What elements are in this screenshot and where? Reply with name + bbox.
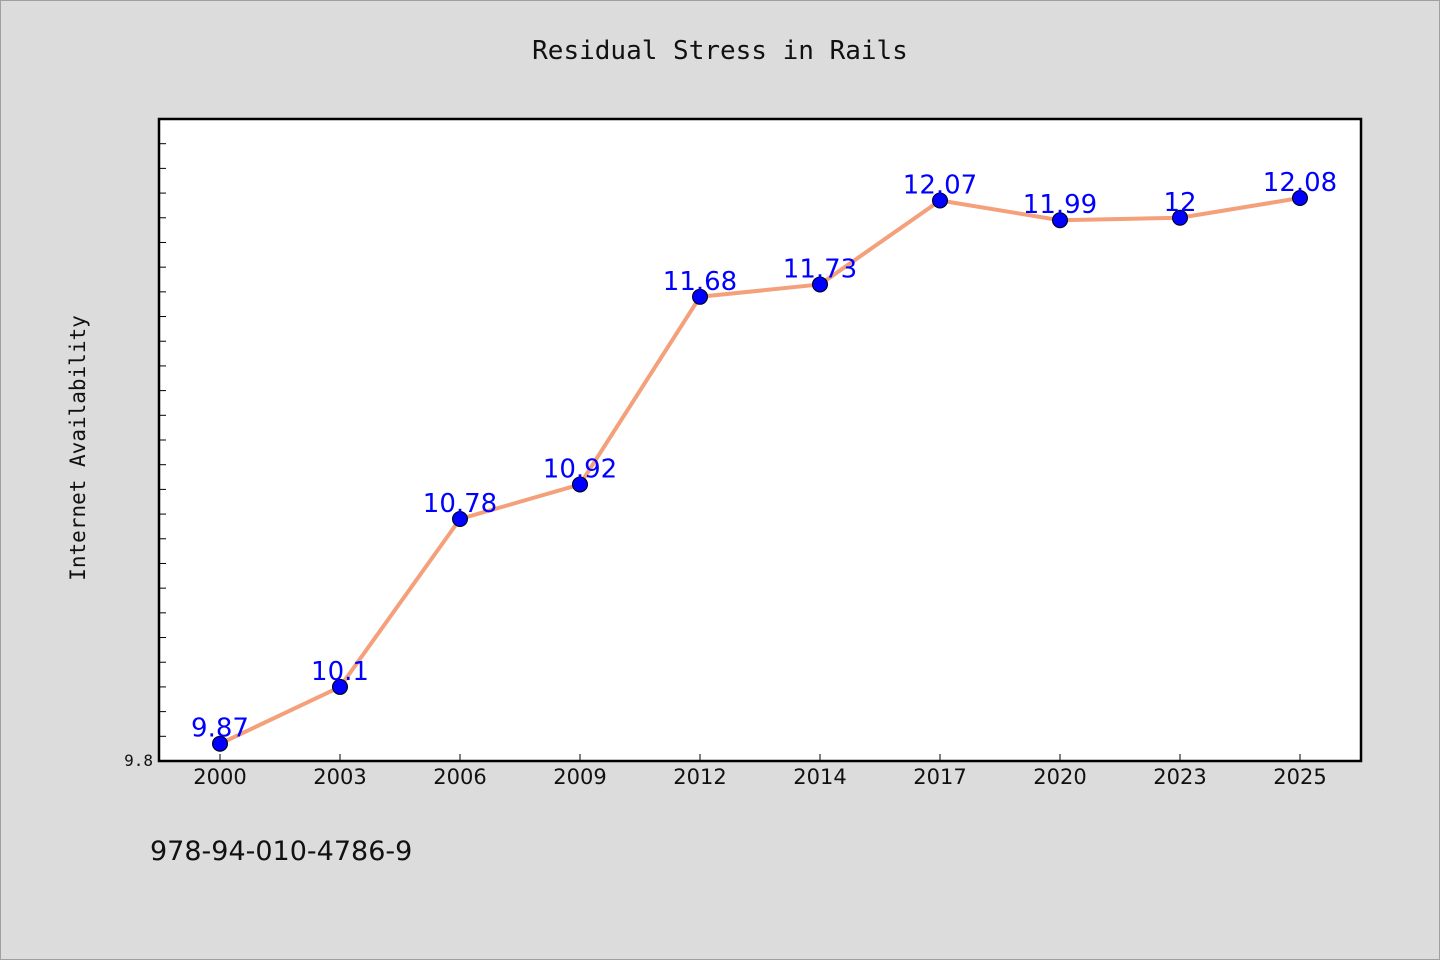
series-line — [218, 196, 1302, 746]
chart-title: Residual Stress in Rails — [532, 36, 908, 66]
data-point — [1172, 209, 1188, 226]
x-tick-label: 2003 — [313, 765, 366, 789]
y-tick-label: 9.8 — [124, 751, 153, 770]
data-label: 12.07 — [903, 170, 977, 200]
data-point — [212, 735, 228, 752]
data-point — [572, 476, 588, 493]
x-tick-label: 2023 — [1153, 765, 1206, 789]
data-label: 12.08 — [1263, 168, 1337, 198]
x-tick-label: 2025 — [1273, 765, 1326, 789]
data-point — [1292, 190, 1308, 207]
data-label: 10.92 — [543, 454, 617, 484]
plot-area — [157, 117, 1363, 763]
x-tick-label: 2017 — [913, 765, 966, 789]
data-point — [332, 678, 348, 695]
data-point — [692, 288, 708, 305]
x-tick-label: 2014 — [793, 765, 846, 789]
data-point — [1052, 212, 1068, 229]
data-label: 12 — [1163, 188, 1196, 218]
data-label: 10.1 — [311, 657, 369, 687]
data-labels: 9.87 10.1 10.78 10.92 11.68 11.73 12.07 11.99 12… — [191, 168, 1337, 744]
data-label: 9.87 — [191, 714, 249, 744]
x-tick-label: 2012 — [673, 765, 726, 789]
data-point — [452, 511, 468, 528]
x-tick-label: 2006 — [433, 765, 486, 789]
data-label: 11.73 — [783, 254, 857, 284]
y-axis-ticks: 9.8 — [124, 143, 166, 770]
isbn-code: 978-94-010-4786-9 — [150, 836, 413, 867]
x-tick-label: 2020 — [1033, 765, 1086, 789]
data-point — [812, 276, 828, 293]
x-axis-ticks: 2000 2003 2006 2009 2012 2014 2017 2020 2023 2025 — [193, 754, 1327, 789]
data-label: 11.68 — [663, 267, 737, 297]
data-point — [932, 192, 948, 209]
series-line-group — [212, 190, 1308, 752]
data-label: 10.78 — [423, 489, 497, 519]
data-label: 11.99 — [1023, 190, 1097, 220]
x-tick-label: 2009 — [553, 765, 606, 789]
x-tick-label: 2000 — [193, 765, 246, 789]
